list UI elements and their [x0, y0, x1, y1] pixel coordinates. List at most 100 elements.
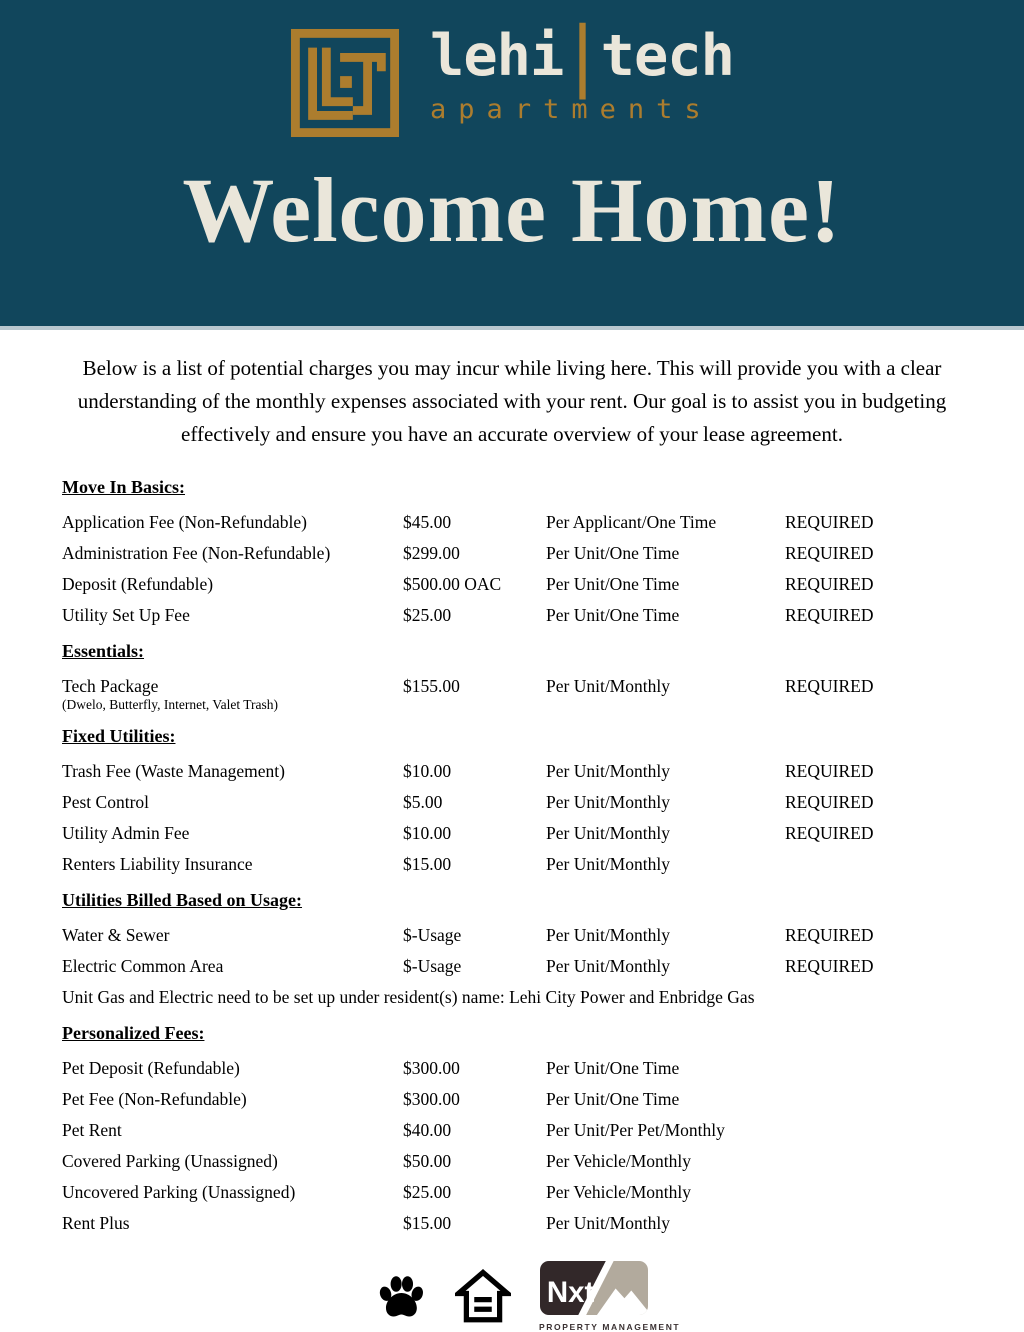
fee-required [785, 1084, 994, 1115]
fee-name: Pest Control [62, 792, 150, 812]
fee-frequency: Per Unit/One Time [546, 574, 680, 594]
fee-row: Pet Rent $40.00 Per Unit/Per Pet/Monthly [62, 1115, 994, 1146]
nxt-property-management-logo: Nxt PROPERTY MANAGEMENT [539, 1261, 679, 1332]
fee-name: Renters Liability Insurance [62, 854, 253, 874]
fee-row: Utility Set Up Fee $25.00 Per Unit/One T… [62, 600, 994, 631]
fee-name: Tech Package [62, 676, 159, 696]
fee-required: REQUIRED [785, 956, 874, 976]
brand-name-right: tech [600, 23, 735, 89]
fee-name: Uncovered Parking (Unassigned) [62, 1182, 296, 1202]
brand-divider: | [565, 11, 599, 101]
fee-name-cell: Trash Fee (Waste Management) [62, 756, 403, 787]
fee-frequency: Per Unit/Monthly [546, 925, 670, 945]
fee-name: Pet Deposit (Refundable) [62, 1058, 240, 1078]
fee-frequency: Per Unit/Monthly [546, 956, 670, 976]
fee-amount: $10.00 [403, 761, 452, 781]
section-footnote: Unit Gas and Electric need to be set up … [62, 987, 755, 1007]
fee-frequency: Per Unit/One Time [546, 1058, 680, 1078]
section-heading: Essentials: [62, 641, 145, 661]
fee-name-cell: Rent Plus [62, 1208, 403, 1239]
fee-name: Trash Fee (Waste Management) [62, 761, 285, 781]
fee-required: REQUIRED [785, 761, 874, 781]
nxt-brand-text: Nxt [547, 1276, 595, 1309]
fee-section: Utilities Billed Based on Usage: Water &… [62, 885, 994, 1013]
section-heading: Utilities Billed Based on Usage: [62, 890, 303, 910]
nxt-logo-mark-icon: Nxt [540, 1261, 648, 1315]
fee-required: REQUIRED [785, 543, 874, 563]
fee-amount: $15.00 [403, 1213, 452, 1233]
fee-frequency: Per Unit/One Time [546, 543, 680, 563]
hero-header: lehi|tech apartments Welcome Home! [0, 0, 1024, 330]
fee-subnote: (Dwelo, Butterfly, Internet, Valet Trash… [62, 697, 278, 712]
fee-frequency: Per Vehicle/Monthly [546, 1151, 692, 1171]
fee-name: Administration Fee (Non-Refundable) [62, 543, 331, 563]
fee-required [785, 1115, 994, 1146]
brand-name: lehi|tech [430, 17, 735, 94]
fee-required [785, 1053, 994, 1084]
fee-row: Pet Fee (Non-Refundable) $300.00 Per Uni… [62, 1084, 994, 1115]
fee-required: REQUIRED [785, 925, 874, 945]
fee-name-cell: Electric Common Area [62, 951, 403, 982]
fee-amount: $25.00 [403, 1182, 452, 1202]
fee-frequency: Per Applicant/One Time [546, 512, 717, 532]
fee-name-cell: Water & Sewer [62, 920, 403, 951]
fee-amount: $299.00 [403, 543, 460, 563]
fee-row: Pest Control $5.00 Per Unit/Monthly REQU… [62, 787, 994, 818]
fee-name-cell: Uncovered Parking (Unassigned) [62, 1177, 403, 1208]
fee-amount: $300.00 [403, 1058, 460, 1078]
fee-amount: $-Usage [403, 925, 462, 945]
intro-paragraph: Below is a list of potential charges you… [77, 356, 947, 446]
fee-row: Electric Common Area $-Usage Per Unit/Mo… [62, 951, 994, 982]
fee-frequency: Per Unit/One Time [546, 1089, 680, 1109]
fee-amount: $300.00 [403, 1089, 460, 1109]
fee-section: Move In Basics: Application Fee (Non-Ref… [62, 472, 994, 631]
fee-name-cell: Tech Package (Dwelo, Butterfly, Internet… [62, 671, 403, 716]
fee-required: REQUIRED [785, 792, 874, 812]
section-heading: Fixed Utilities: [62, 726, 176, 746]
fee-required: REQUIRED [785, 823, 874, 843]
fee-required: REQUIRED [785, 605, 874, 625]
fee-name-cell: Pet Fee (Non-Refundable) [62, 1084, 403, 1115]
fee-name: Application Fee (Non-Refundable) [62, 512, 307, 532]
fee-required: REQUIRED [785, 512, 874, 532]
section-rows: Water & Sewer $-Usage Per Unit/Monthly R… [62, 920, 994, 982]
fee-name: Pet Rent [62, 1120, 122, 1140]
fee-amount: $10.00 [403, 823, 452, 843]
fee-required: REQUIRED [785, 574, 874, 594]
fee-row: Uncovered Parking (Unassigned) $25.00 Pe… [62, 1177, 994, 1208]
fee-name: Utility Set Up Fee [62, 605, 190, 625]
section-heading: Personalized Fees: [62, 1023, 205, 1043]
fee-row: Rent Plus $15.00 Per Unit/Monthly [62, 1208, 994, 1239]
fee-frequency: Per Unit/Monthly [546, 761, 670, 781]
fee-name-cell: Pet Deposit (Refundable) [62, 1053, 403, 1084]
fee-frequency: Per Unit/Monthly [546, 854, 670, 874]
fee-required [785, 849, 994, 880]
fee-row: Trash Fee (Waste Management) $10.00 Per … [62, 756, 994, 787]
section-rows: Tech Package (Dwelo, Butterfly, Internet… [62, 671, 994, 716]
paw-icon [379, 1275, 423, 1317]
fee-sections: Move In Basics: Application Fee (Non-Ref… [0, 451, 1024, 1239]
section-rows: Pet Deposit (Refundable) $300.00 Per Uni… [62, 1053, 994, 1239]
fee-required [785, 1208, 994, 1239]
fee-row: Administration Fee (Non-Refundable) $299… [62, 538, 994, 569]
fee-name-cell: Renters Liability Insurance [62, 849, 403, 880]
fee-required [785, 1177, 994, 1208]
fee-name-cell: Utility Set Up Fee [62, 600, 403, 631]
fee-frequency: Per Unit/Per Pet/Monthly [546, 1120, 725, 1140]
footer: Nxt PROPERTY MANAGEMENT [0, 1261, 1024, 1332]
fee-amount: $15.00 [403, 854, 452, 874]
fee-row: Water & Sewer $-Usage Per Unit/Monthly R… [62, 920, 994, 951]
fee-name: Rent Plus [62, 1213, 130, 1233]
page-title: Welcome Home! [182, 159, 842, 261]
fee-frequency: Per Unit/One Time [546, 605, 680, 625]
equal-housing-icon [455, 1268, 511, 1322]
fee-amount: $155.00 [403, 676, 460, 696]
fee-name-cell: Deposit (Refundable) [62, 569, 403, 600]
fee-amount: $-Usage [403, 956, 462, 976]
lehi-tech-monogram-icon [291, 28, 400, 138]
fee-section: Essentials: Tech Package (Dwelo, Butterf… [62, 636, 994, 716]
section-rows: Application Fee (Non-Refundable) $45.00 … [62, 507, 994, 631]
fee-required [785, 1146, 994, 1177]
fee-name-cell: Covered Parking (Unassigned) [62, 1146, 403, 1177]
brand-text-block: lehi|tech apartments [430, 17, 735, 125]
